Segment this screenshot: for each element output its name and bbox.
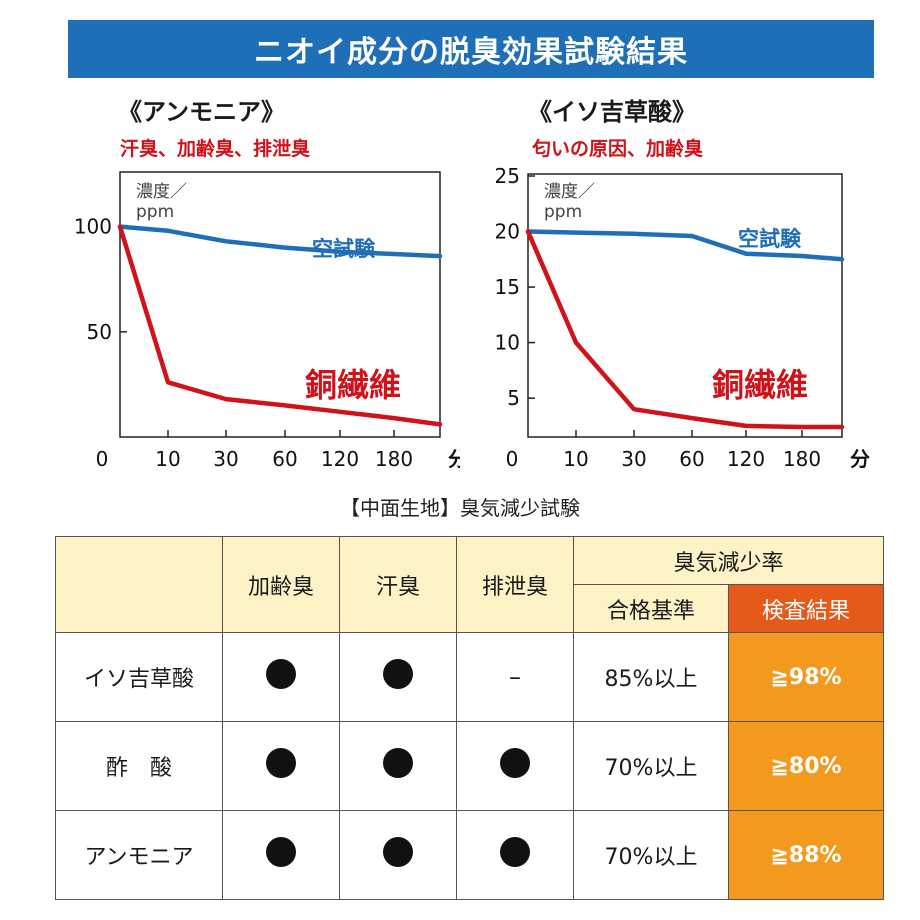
series-line-blank — [525, 229, 845, 262]
x-tick-label: 180 — [375, 447, 413, 471]
group-header-reduction: 臭気減少率 — [573, 536, 884, 585]
chart2-subtitle: 匂いの原因、加齢臭 — [532, 138, 704, 160]
x-axis-unit: 分 — [850, 447, 870, 471]
col-header-sweat: 汗臭 — [339, 536, 457, 633]
mark-cell — [222, 721, 340, 811]
applicable-dot-icon — [383, 748, 413, 778]
row-label: アンモニア — [55, 810, 223, 900]
y-tick-label: 50 — [87, 320, 112, 344]
series-line-copper — [525, 229, 845, 430]
mark-cell — [222, 810, 340, 900]
results-table: 加齢臭 汗臭 排泄臭 臭気減少率 合格基準 検査結果 イソ吉草酸 – 85%以上 ≧9… — [55, 536, 884, 900]
x-tick-label: 30 — [621, 447, 646, 471]
sub-header-result: 検査結果 — [728, 584, 884, 633]
standard-cell: 70%以上 — [573, 721, 729, 811]
series-line-blank — [117, 224, 443, 259]
applicable-dot-icon — [383, 659, 413, 689]
x-tick-label: 0 — [96, 447, 109, 471]
y-tick-label: 5 — [507, 386, 520, 410]
y-tick-label: 20 — [495, 220, 520, 244]
x-tick-label: 60 — [272, 447, 297, 471]
chart1-subtitle: 汗臭、加齢臭、排泄臭 — [120, 138, 311, 160]
row-label: 酢 酸 — [55, 721, 223, 811]
x-tick-label: 30 — [213, 447, 238, 471]
chart2-ylabel: 濃度／ppm — [544, 182, 595, 222]
y-tick-label: 100 — [74, 215, 112, 239]
applicable-dot-icon — [500, 748, 530, 778]
result-cell: ≧80% — [728, 721, 884, 811]
mark-cell — [222, 632, 340, 722]
page-title-banner: ニオイ成分の脱臭効果試験結果 — [68, 20, 874, 78]
x-tick-label: 10 — [155, 447, 180, 471]
x-tick-label: 120 — [321, 447, 359, 471]
table-row: アンモニア 70%以上 ≧88% — [55, 810, 884, 900]
x-axis-unit: 分 — [448, 447, 460, 471]
series-label-blank: 空試験 — [312, 237, 376, 261]
sub-header-standard: 合格基準 — [573, 584, 729, 633]
chart1-title: 《アンモニア》 — [118, 98, 286, 126]
corner-cell — [55, 536, 223, 633]
applicable-dot-icon — [266, 748, 296, 778]
chart2-title: 《イソ吉草酸》 — [528, 98, 696, 126]
series-label-blank: 空試験 — [738, 227, 802, 251]
chart1-ylabel: 濃度／ppm — [136, 182, 187, 222]
mark-cell — [339, 721, 457, 811]
mark-cell — [339, 810, 457, 900]
col-header-aging: 加齢臭 — [222, 536, 340, 633]
test-name: 【中面生地】臭気減少試験 — [340, 496, 580, 520]
x-tick-label: 60 — [679, 447, 704, 471]
result-cell: ≧98% — [728, 632, 884, 722]
x-tick-label: 180 — [783, 447, 821, 471]
y-tick-label: 25 — [495, 164, 520, 188]
standard-cell: 85%以上 — [573, 632, 729, 722]
plot-frame — [527, 173, 843, 438]
series-line-copper — [117, 224, 443, 427]
not-applicable-dash: – — [509, 663, 521, 691]
table-row: イソ吉草酸 – 85%以上 ≧98% — [55, 632, 884, 722]
y-tick-label: 10 — [495, 331, 520, 355]
result-cell: ≧88% — [728, 810, 884, 900]
row-label: イソ吉草酸 — [55, 632, 223, 722]
mark-cell — [339, 632, 457, 722]
x-tick-label: 0 — [506, 447, 519, 471]
y-tick-label: 15 — [495, 275, 520, 299]
standard-cell: 70%以上 — [573, 810, 729, 900]
applicable-dot-icon — [266, 659, 296, 689]
mark-cell: – — [456, 632, 574, 722]
series-label-copper: 銅繊維 — [712, 366, 808, 404]
applicable-dot-icon — [266, 837, 296, 867]
mark-cell — [456, 721, 574, 811]
plot-frame — [119, 171, 441, 438]
applicable-dot-icon — [500, 837, 530, 867]
x-tick-label: 120 — [727, 447, 765, 471]
table-row: 酢 酸 70%以上 ≧80% — [55, 721, 884, 811]
col-header-excretion: 排泄臭 — [456, 536, 574, 633]
series-label-copper: 銅繊維 — [305, 366, 401, 404]
mark-cell — [456, 810, 574, 900]
x-tick-label: 10 — [563, 447, 588, 471]
applicable-dot-icon — [383, 837, 413, 867]
